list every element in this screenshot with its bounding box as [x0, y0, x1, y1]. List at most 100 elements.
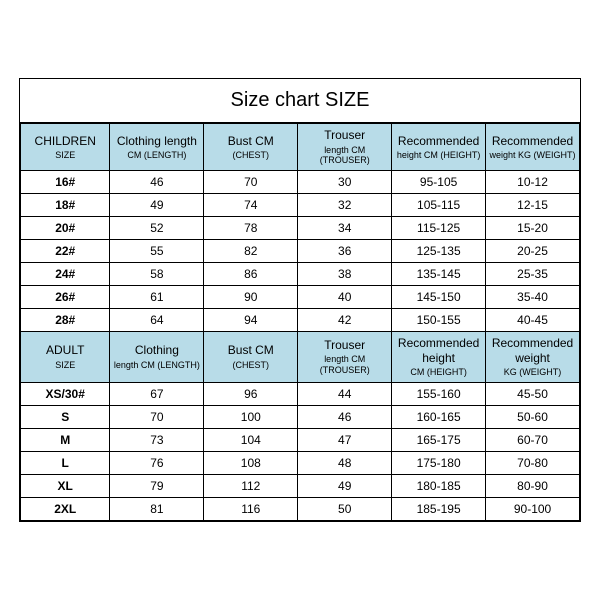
- adult-row: S7010046160-16550-60: [21, 405, 580, 428]
- cell-value: 34: [298, 217, 392, 240]
- children-header-1: Clothing length CM (LENGTH): [110, 124, 204, 171]
- children-header-2: Bust CM (CHEST): [204, 124, 298, 171]
- header-sub: SIZE: [23, 360, 107, 371]
- header-sub: height CM (HEIGHT): [394, 150, 483, 161]
- header-main: Bust CM: [206, 343, 295, 357]
- cell-value: 78: [204, 217, 298, 240]
- cell-value: 73: [110, 428, 204, 451]
- cell-value: 61: [110, 286, 204, 309]
- adult-row: L7610848175-18070-80: [21, 451, 580, 474]
- adult-row: XL7911249180-18580-90: [21, 474, 580, 497]
- cell-value: 185-195: [392, 497, 486, 520]
- cell-value: 74: [204, 194, 298, 217]
- cell-value: 94: [204, 309, 298, 332]
- chart-title: Size chart SIZE: [20, 79, 580, 123]
- header-main: Clothing length: [112, 134, 201, 148]
- cell-value: 81: [110, 497, 204, 520]
- adult-header-2: Bust CM(CHEST): [204, 332, 298, 383]
- children-header-3: Trouser length CM (TROUSER): [298, 124, 392, 171]
- cell-value: 64: [110, 309, 204, 332]
- cell-value: 125-135: [392, 240, 486, 263]
- cell-value: 12-15: [486, 194, 580, 217]
- cell-value: 155-160: [392, 382, 486, 405]
- adult-header-5: Recommended weight KG (WEIGHT): [486, 332, 580, 383]
- cell-value: 135-145: [392, 263, 486, 286]
- size-value: 18#: [21, 194, 110, 217]
- adult-header-1: Clothinglength CM (LENGTH): [110, 332, 204, 383]
- children-row: 18#497432105-11512-15: [21, 194, 580, 217]
- size-value: L: [21, 451, 110, 474]
- cell-value: 165-175: [392, 428, 486, 451]
- cell-value: 20-25: [486, 240, 580, 263]
- header-main: Recommended: [488, 134, 577, 148]
- children-row: 20#527834115-12515-20: [21, 217, 580, 240]
- cell-value: 104: [204, 428, 298, 451]
- cell-value: 60-70: [486, 428, 580, 451]
- adult-header-4: Recommended height CM (HEIGHT): [392, 332, 486, 383]
- header-sub: weight KG (WEIGHT): [488, 150, 577, 161]
- children-row: 26#619040145-15035-40: [21, 286, 580, 309]
- cell-value: 80-90: [486, 474, 580, 497]
- cell-value: 116: [204, 497, 298, 520]
- cell-value: 50: [298, 497, 392, 520]
- header-main: Clothing: [112, 343, 201, 357]
- cell-value: 90-100: [486, 497, 580, 520]
- cell-value: 46: [298, 405, 392, 428]
- cell-value: 50-60: [486, 405, 580, 428]
- cell-value: 35-40: [486, 286, 580, 309]
- cell-value: 70-80: [486, 451, 580, 474]
- header-main: Recommended height: [394, 336, 483, 365]
- size-value: 24#: [21, 263, 110, 286]
- cell-value: 45-50: [486, 382, 580, 405]
- cell-value: 55: [110, 240, 204, 263]
- cell-value: 15-20: [486, 217, 580, 240]
- cell-value: 90: [204, 286, 298, 309]
- cell-value: 86: [204, 263, 298, 286]
- header-sub: CM (HEIGHT): [394, 367, 483, 378]
- size-value: XS/30#: [21, 382, 110, 405]
- cell-value: 38: [298, 263, 392, 286]
- header-main: Recommended weight: [488, 336, 577, 365]
- cell-value: 58: [110, 263, 204, 286]
- header-sub: length CM (TROUSER): [300, 145, 389, 167]
- header-main: ADULT: [23, 343, 107, 357]
- size-value: M: [21, 428, 110, 451]
- header-sub: length CM (TROUSER): [300, 354, 389, 376]
- cell-value: 95-105: [392, 171, 486, 194]
- size-value: 22#: [21, 240, 110, 263]
- header-sub: CM (LENGTH): [112, 150, 201, 161]
- children-header-0: CHILDRENSIZE: [21, 124, 110, 171]
- header-sub: KG (WEIGHT): [488, 367, 577, 378]
- cell-value: 40: [298, 286, 392, 309]
- size-value: 26#: [21, 286, 110, 309]
- cell-value: 44: [298, 382, 392, 405]
- children-row: 24#588638135-14525-35: [21, 263, 580, 286]
- cell-value: 79: [110, 474, 204, 497]
- size-value: 16#: [21, 171, 110, 194]
- cell-value: 42: [298, 309, 392, 332]
- cell-value: 48: [298, 451, 392, 474]
- children-header-4: Recommendedheight CM (HEIGHT): [392, 124, 486, 171]
- cell-value: 145-150: [392, 286, 486, 309]
- cell-value: 47: [298, 428, 392, 451]
- cell-value: 180-185: [392, 474, 486, 497]
- header-main: Trouser: [300, 128, 389, 142]
- cell-value: 100: [204, 405, 298, 428]
- header-sub: SIZE: [23, 150, 107, 161]
- cell-value: 82: [204, 240, 298, 263]
- cell-value: 52: [110, 217, 204, 240]
- cell-value: 115-125: [392, 217, 486, 240]
- cell-value: 10-12: [486, 171, 580, 194]
- cell-value: 36: [298, 240, 392, 263]
- adult-row: 2XL8111650185-19590-100: [21, 497, 580, 520]
- cell-value: 25-35: [486, 263, 580, 286]
- children-row: 28#649442150-15540-45: [21, 309, 580, 332]
- adult-row: XS/30#679644155-16045-50: [21, 382, 580, 405]
- adult-header-3: Trouser length CM (TROUSER): [298, 332, 392, 383]
- size-value: 28#: [21, 309, 110, 332]
- cell-value: 67: [110, 382, 204, 405]
- cell-value: 160-165: [392, 405, 486, 428]
- header-main: Trouser: [300, 338, 389, 352]
- header-sub: (CHEST): [206, 150, 295, 161]
- header-main: Bust CM: [206, 134, 295, 148]
